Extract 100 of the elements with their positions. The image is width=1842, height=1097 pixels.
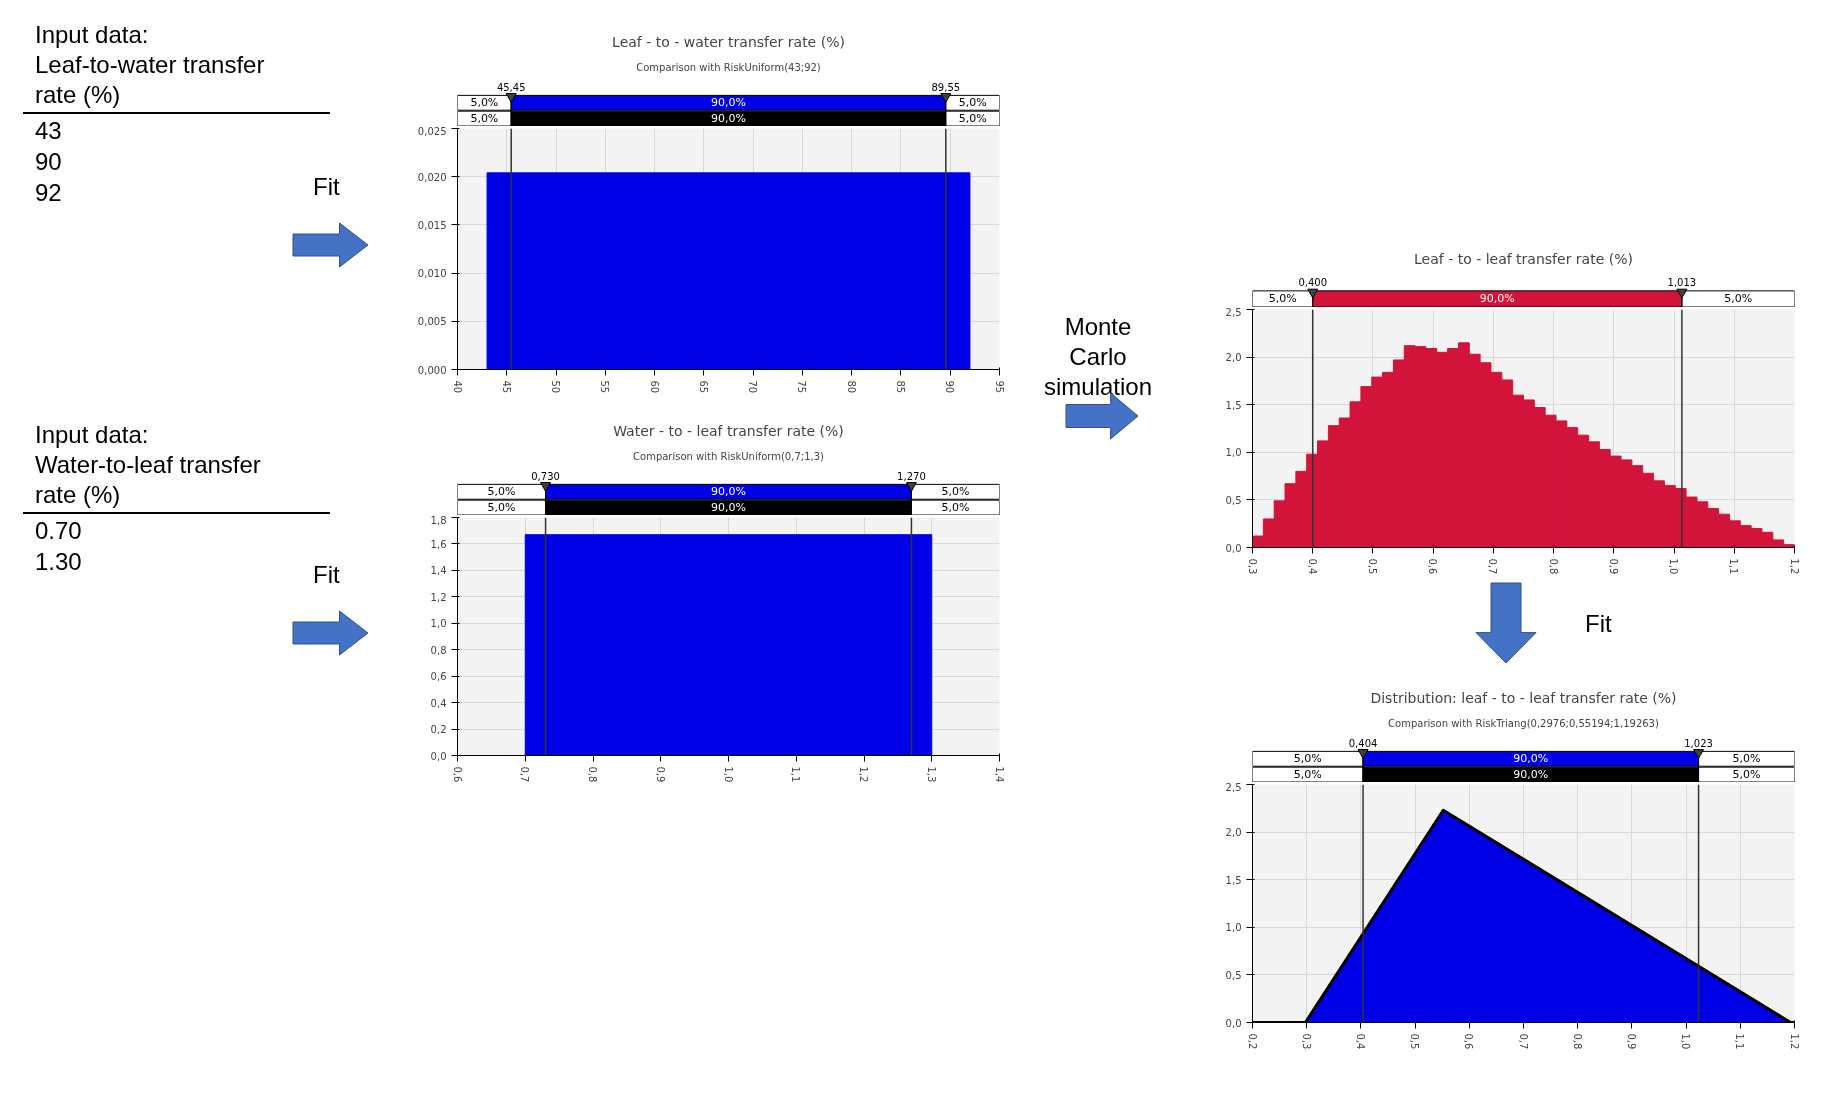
chart-title: Leaf - to - leaf transfer rate (%) (1414, 250, 1633, 267)
x-tick-label: 55 (599, 380, 611, 394)
text: 90,0% (711, 501, 746, 515)
x-tick-label: 0,5 (1409, 1033, 1421, 1050)
x-tick-label: 1,0 (722, 766, 734, 783)
ref-line-label: 1,023 (1684, 737, 1713, 749)
y-tick-label: 2,0 (1225, 352, 1242, 364)
x-tick-label: 45 (500, 380, 512, 394)
x-tick-label: 60 (648, 380, 660, 394)
y-tick-label: 2,0 (1225, 827, 1242, 839)
x-tick-label: 0,9 (654, 766, 666, 783)
y-tick-label: 0,4 (430, 697, 447, 709)
y-tick-label: 0,0 (430, 750, 447, 762)
x-tick-label: 1,0 (1680, 1033, 1692, 1050)
y-tick-label: 1,0 (1225, 922, 1242, 934)
y-tick-label: 2,5 (1225, 781, 1242, 793)
x-tick-label: 1,0 (1668, 558, 1680, 575)
chart-subtitle: Comparison with RiskTriang(0,2976;0,55194;1,19263) (1388, 717, 1659, 729)
text: 5,0% (487, 485, 516, 499)
x-tick-label: 50 (550, 380, 562, 394)
text: 90,0% (1479, 292, 1515, 306)
x-tick-label: 65 (697, 380, 709, 394)
text: 1.30 (35, 547, 82, 577)
text: 90,0% (711, 112, 746, 126)
text: 0.70 (35, 516, 82, 546)
y-tick-label: 0,010 (417, 268, 447, 280)
text: 43 (35, 116, 62, 146)
x-tick-label: 0,7 (1517, 1033, 1529, 1050)
text: 90,0% (1513, 752, 1549, 766)
y-tick-label: 0,020 (417, 171, 447, 183)
y-tick-label: 1,0 (430, 618, 447, 630)
x-tick-label: 0,2 (1246, 1033, 1258, 1050)
text: Fit (313, 172, 340, 202)
x-tick-label: 0,6 (1427, 558, 1439, 575)
text: Fit (1585, 609, 1612, 639)
chart-title: Water - to - leaf transfer rate (%) (613, 422, 844, 439)
y-tick-label: 2,5 (1225, 306, 1242, 318)
x-tick-label: 0,3 (1300, 1033, 1312, 1050)
x-tick-label: 0,6 (451, 766, 463, 783)
text: 5,0% (1724, 292, 1753, 306)
ref-line-label: 1,013 (1667, 277, 1697, 289)
x-tick-label: 0,6 (1463, 1033, 1475, 1050)
text: Monte Carlo simulation (1042, 312, 1153, 402)
chart-subtitle: Comparison with RiskUniform(0,7;1,3) (633, 450, 825, 462)
x-tick-label: 0,8 (1547, 558, 1559, 575)
y-tick-label: 1,0 (1225, 447, 1242, 459)
text: 90,0% (1513, 768, 1549, 782)
text: 5,0% (470, 112, 499, 126)
y-tick-label: 0,025 (417, 125, 447, 137)
x-tick-label: 0,7 (1487, 558, 1499, 575)
ref-line-label: 0,400 (1298, 277, 1328, 289)
y-tick-label: 0,2 (430, 724, 447, 736)
x-tick-label: 40 (451, 380, 463, 394)
y-tick-label: 0,0 (1225, 1017, 1242, 1029)
ref-line-label: 1,270 (897, 470, 926, 482)
y-tick-label: 1,2 (430, 591, 447, 603)
text: Input data: (35, 20, 149, 50)
x-tick-label: 1,2 (858, 766, 869, 783)
text: 5,0% (958, 96, 987, 110)
text: Leaf-to-water transfer rate (%) (35, 50, 266, 110)
text: 5,0% (1268, 292, 1297, 306)
text: Water-to-leaf transfer rate (%) (35, 450, 262, 510)
x-tick-label: 1,4 (993, 766, 1005, 783)
y-tick-label: 0,8 (430, 644, 447, 656)
y-tick-label: 0,000 (417, 364, 447, 376)
x-tick-label: 70 (747, 380, 759, 394)
text: 5,0% (487, 501, 516, 515)
x-tick-label: 85 (894, 380, 906, 394)
x-tick-label: 1,2 (1788, 1033, 1800, 1050)
x-tick-label: 0,4 (1306, 558, 1318, 575)
text: Fit (313, 560, 340, 590)
x-tick-label: 0,9 (1607, 558, 1619, 575)
y-tick-label: 1,5 (1225, 399, 1242, 411)
y-tick-label: 0,0 (1225, 542, 1242, 554)
x-tick-label: 95 (993, 380, 1005, 394)
x-tick-label: 0,8 (1571, 1033, 1583, 1050)
ref-line-label: 89,55 (931, 81, 961, 93)
x-tick-label: 1,1 (1728, 558, 1740, 575)
x-tick-label: 80 (845, 380, 857, 394)
text: 5,0% (958, 112, 987, 126)
x-tick-label: 0,7 (519, 766, 531, 783)
x-tick-label: 0,4 (1354, 1033, 1366, 1050)
ref-line-label: 45,45 (496, 81, 526, 93)
text: 5,0% (1732, 768, 1761, 782)
text: 90,0% (711, 96, 746, 110)
x-tick-label: 0,5 (1366, 558, 1378, 575)
y-tick-label: 0,5 (1225, 969, 1242, 981)
y-tick-label: 1,6 (430, 538, 447, 550)
text: 5,0% (941, 485, 970, 499)
text: Input data: (35, 420, 149, 450)
x-tick-label: 0,9 (1625, 1033, 1637, 1050)
x-tick-label: 1,3 (925, 766, 937, 783)
y-tick-label: 0,005 (417, 316, 447, 328)
chart-subtitle: Comparison with RiskUniform(43;92) (636, 61, 821, 73)
x-tick-label: 90 (944, 380, 956, 394)
text: 5,0% (1293, 752, 1322, 766)
text: 5,0% (470, 96, 499, 110)
text: 5,0% (1732, 752, 1761, 766)
text: 92 (35, 178, 62, 208)
ref-line-label: 0,730 (531, 470, 560, 482)
